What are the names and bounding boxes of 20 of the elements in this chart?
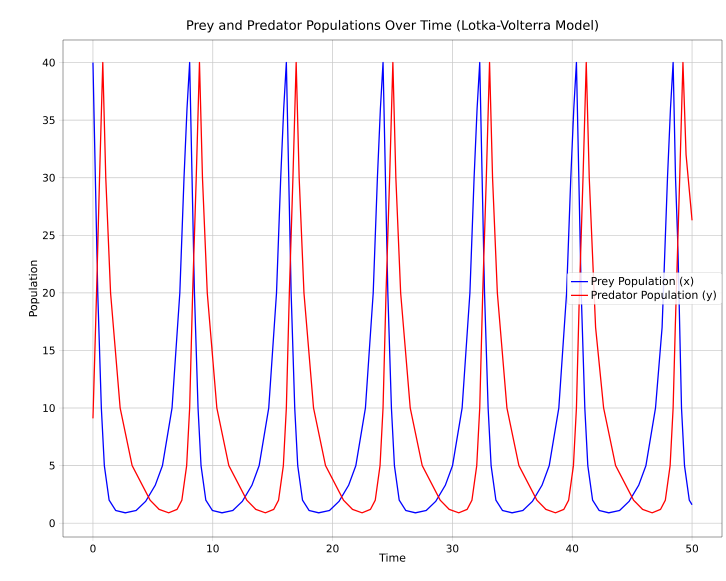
legend-label: Prey Population (x) bbox=[592, 276, 694, 288]
y-tick-label: 0 bbox=[50, 519, 55, 528]
y-tick-label: 25 bbox=[42, 231, 55, 240]
x-tick-label: 10 bbox=[207, 544, 219, 552]
y-axis-title: Population bbox=[28, 260, 40, 316]
x-axis-title: Time bbox=[379, 553, 406, 562]
x-tick-label: 30 bbox=[446, 544, 458, 552]
x-tick-label: 40 bbox=[566, 544, 578, 552]
y-tick-label: 15 bbox=[43, 346, 55, 354]
y-tick-label: 20 bbox=[42, 288, 55, 297]
x-tick-label: 0 bbox=[90, 544, 96, 552]
x-tick-label: 50 bbox=[686, 544, 698, 552]
y-tick-label: 30 bbox=[42, 174, 55, 182]
y-tick-label: 5 bbox=[50, 462, 55, 470]
legend-label: Predator Population (y) bbox=[592, 290, 716, 302]
y-tick-label: 35 bbox=[42, 116, 55, 124]
chart-title: Prey and Predator Populations Over Time (Lotka-Volterra Model) bbox=[187, 20, 598, 32]
y-tick-label: 40 bbox=[42, 58, 55, 67]
y-tick-label: 10 bbox=[43, 404, 55, 412]
x-tick-label: 20 bbox=[326, 544, 339, 552]
